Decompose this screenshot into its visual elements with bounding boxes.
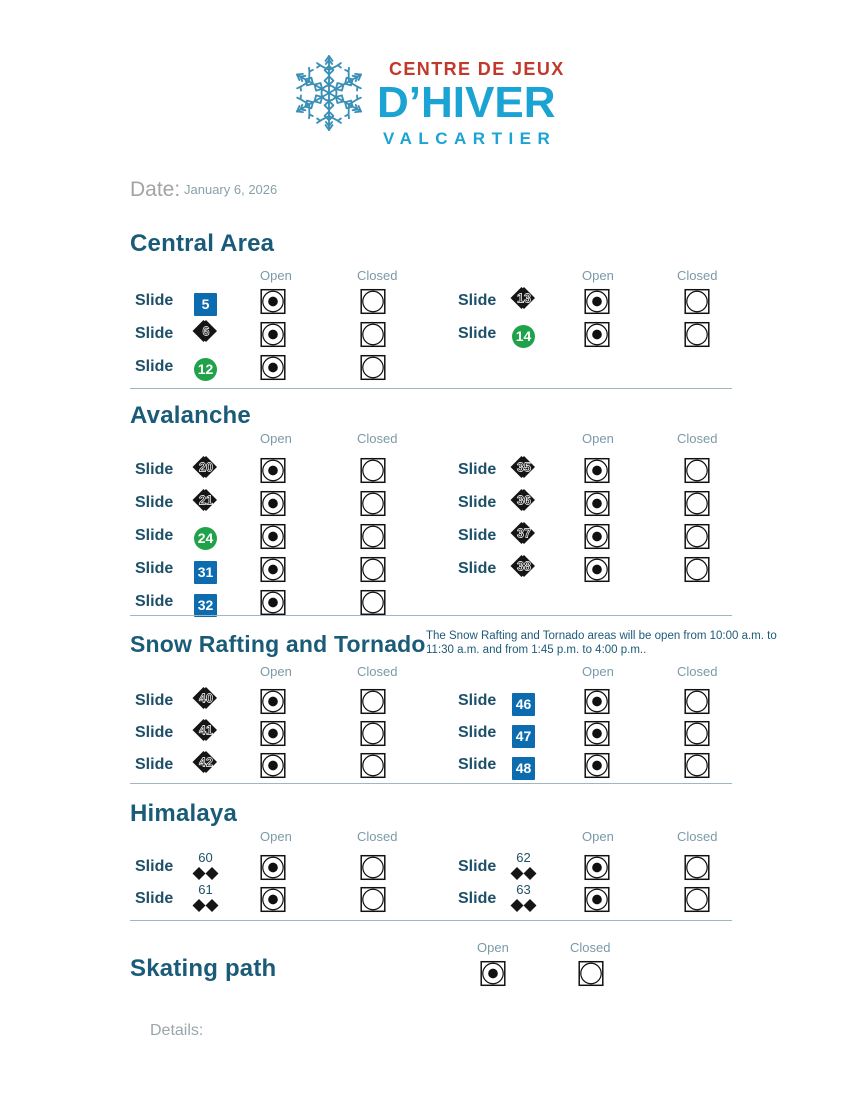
svg-text:37: 37 [517,527,531,541]
svg-text:35: 35 [517,461,531,475]
svg-text:38: 38 [517,560,531,574]
svg-text:13: 13 [517,292,531,306]
svg-text:41: 41 [199,724,213,738]
svg-text:6: 6 [202,325,209,339]
svg-text:36: 36 [517,494,531,508]
svg-text:40: 40 [199,692,213,706]
svg-text:21: 21 [199,494,213,508]
svg-text:42: 42 [199,756,213,770]
svg-text:20: 20 [199,461,213,475]
